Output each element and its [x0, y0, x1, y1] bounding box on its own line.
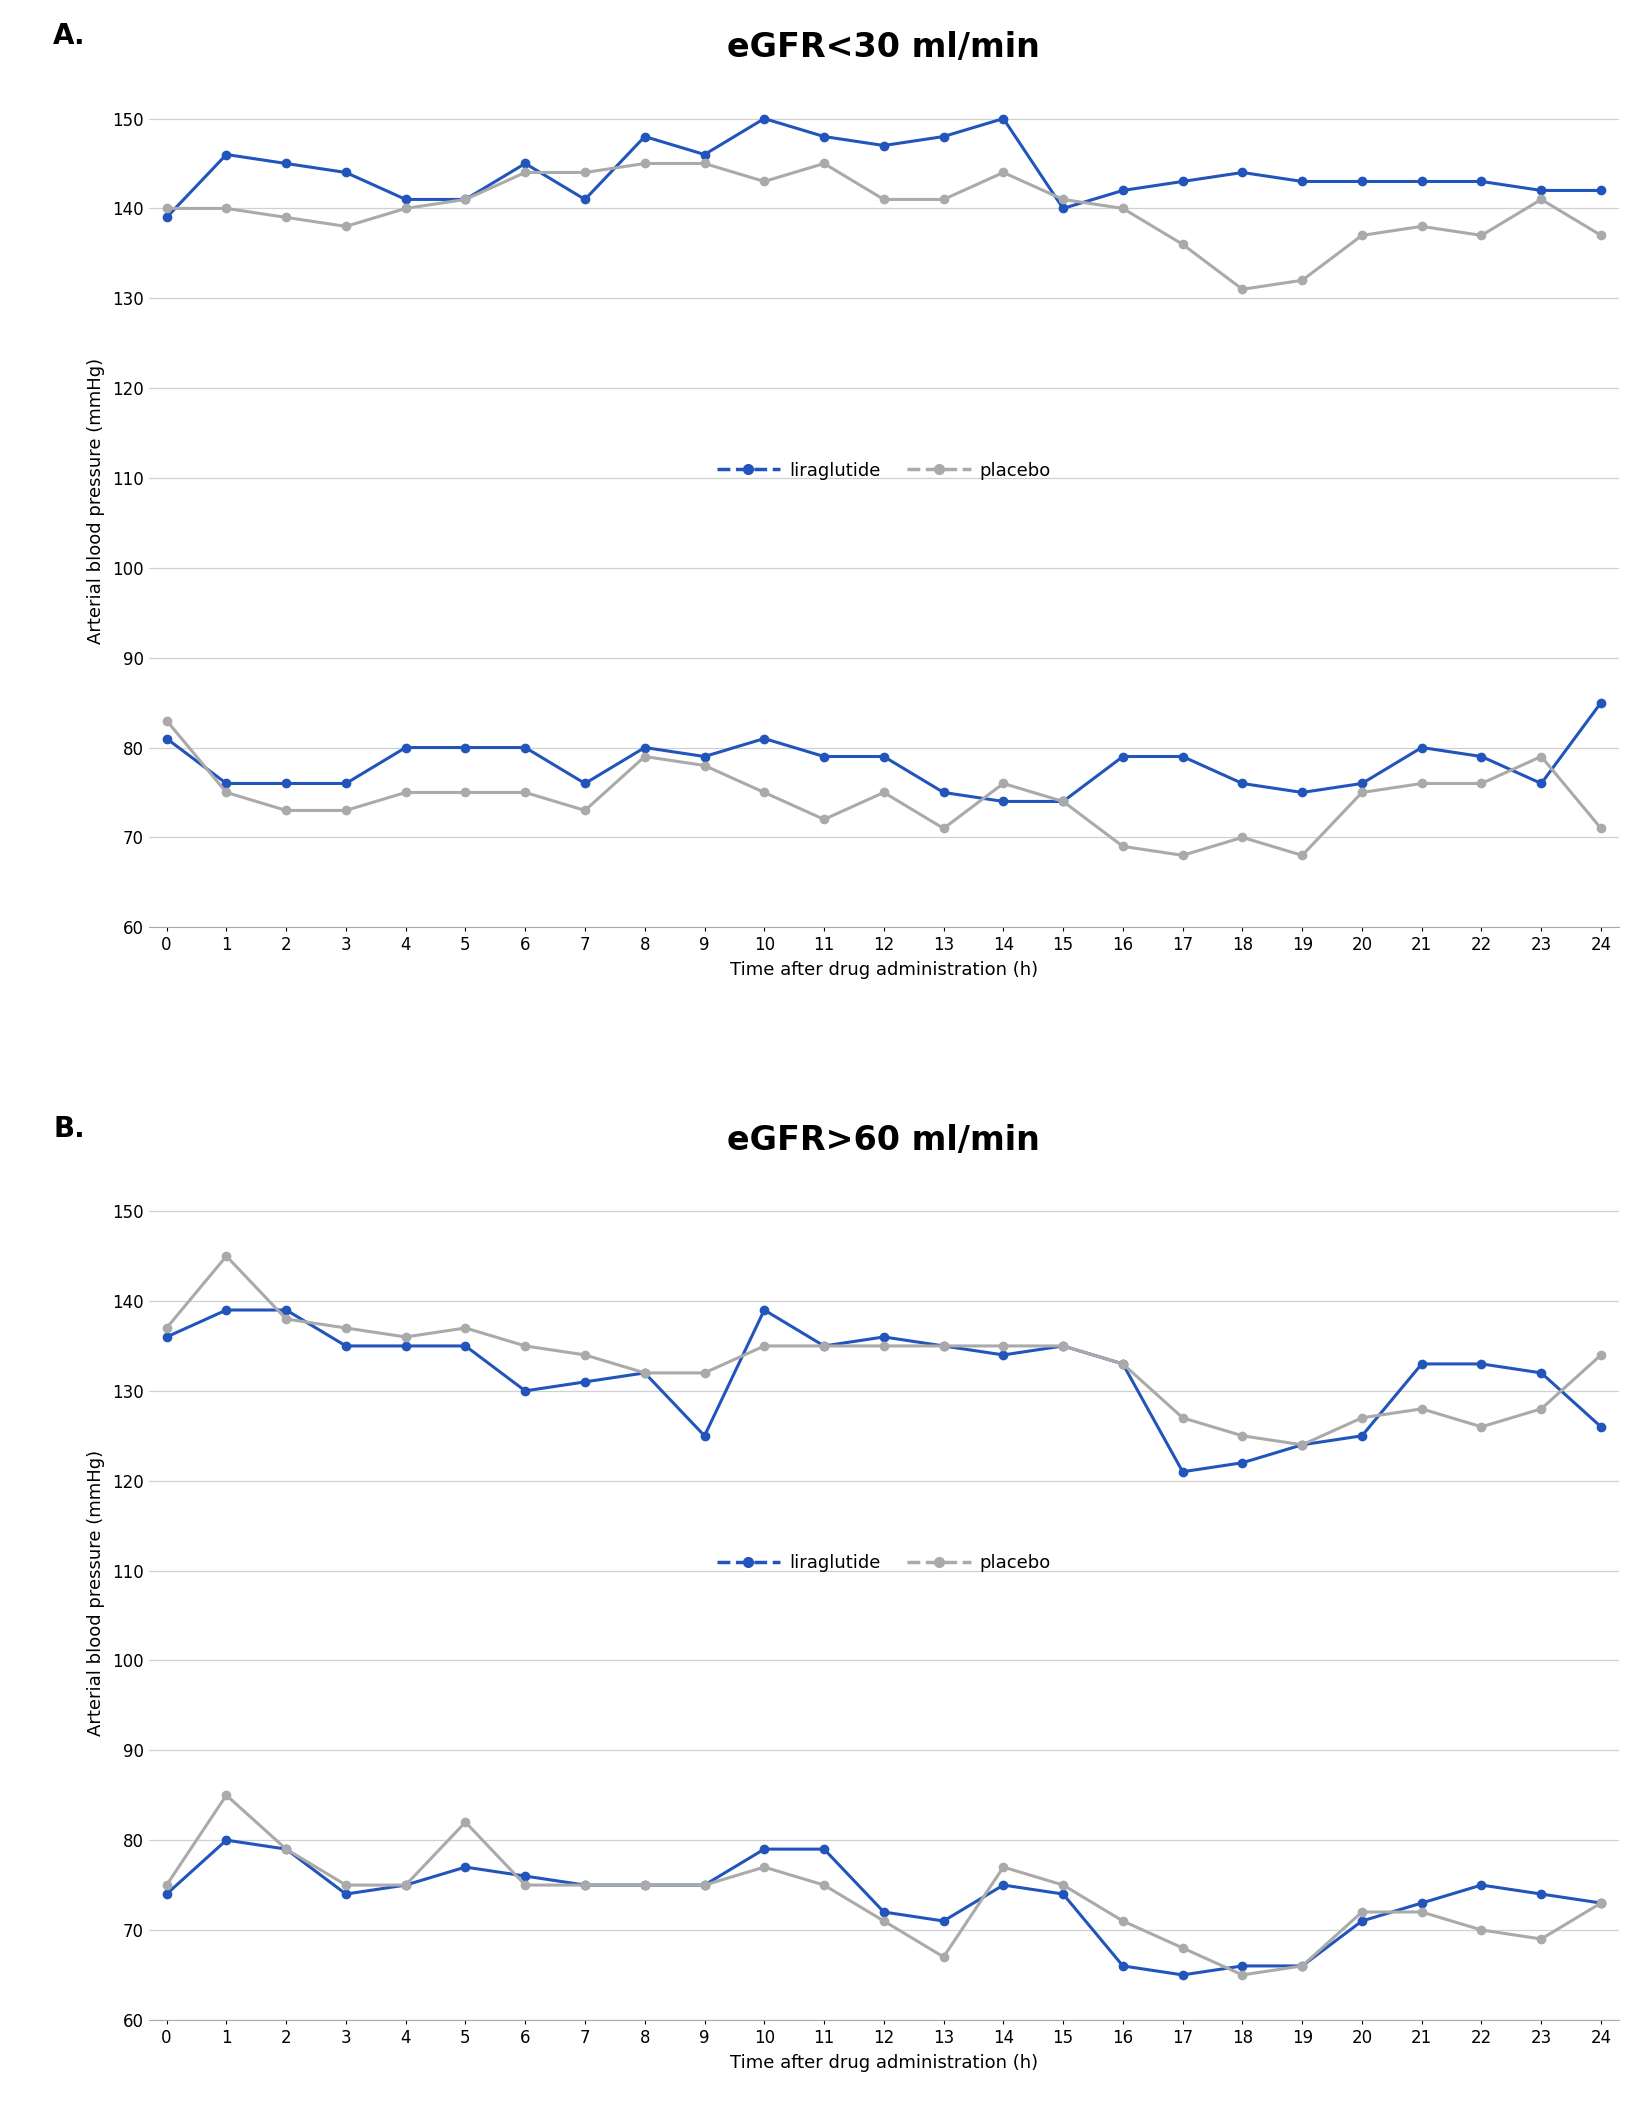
Title: eGFR>60 ml/min: eGFR>60 ml/min — [727, 1124, 1041, 1157]
Text: A.: A. — [53, 23, 86, 50]
X-axis label: Time after drug administration (h): Time after drug administration (h) — [730, 962, 1037, 978]
Text: B.: B. — [53, 1115, 84, 1142]
Title: eGFR<30 ml/min: eGFR<30 ml/min — [727, 32, 1041, 63]
Y-axis label: Arterial blood pressure (mmHg): Arterial blood pressure (mmHg) — [88, 358, 106, 644]
Legend: liraglutide, placebo: liraglutide, placebo — [709, 454, 1059, 486]
Legend: liraglutide, placebo: liraglutide, placebo — [709, 1546, 1059, 1580]
Y-axis label: Arterial blood pressure (mmHg): Arterial blood pressure (mmHg) — [88, 1450, 106, 1736]
X-axis label: Time after drug administration (h): Time after drug administration (h) — [730, 2054, 1037, 2072]
